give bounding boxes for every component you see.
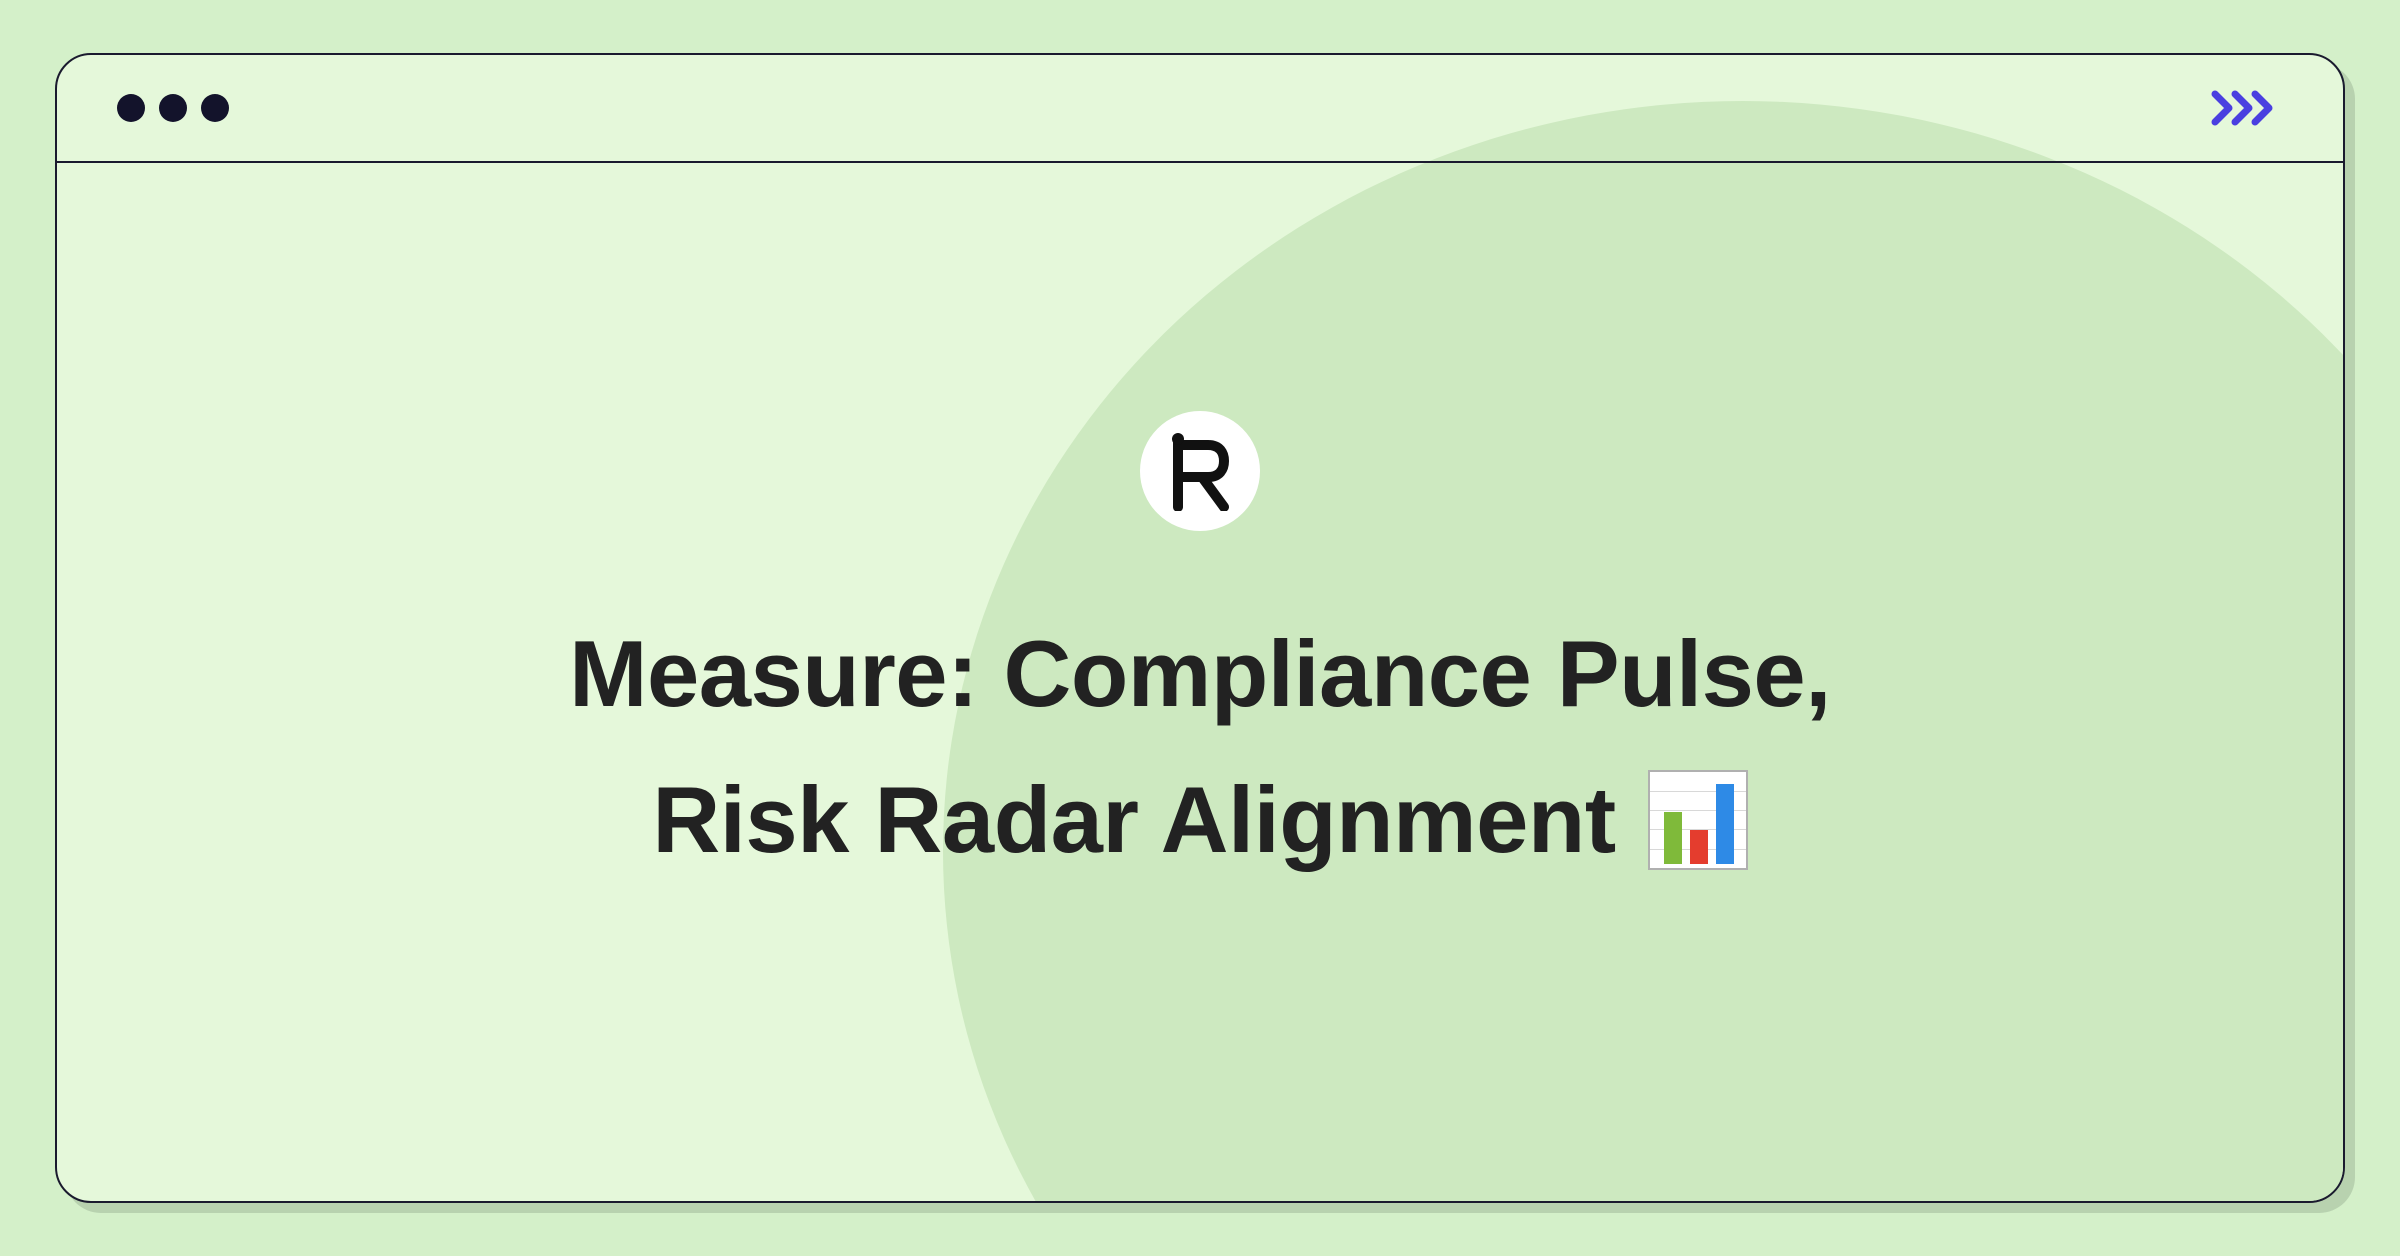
app-window: Measure: Compliance Pulse, Risk Radar Al… bbox=[55, 53, 2345, 1203]
window-control-dots[interactable] bbox=[117, 94, 229, 122]
chart-bar-blue bbox=[1716, 784, 1734, 864]
headline-line-2-text: Risk Radar Alignment bbox=[652, 747, 1615, 893]
forward-chevrons-icon[interactable] bbox=[2211, 88, 2283, 128]
window-dot[interactable] bbox=[201, 94, 229, 122]
headline-line-2: Risk Radar Alignment bbox=[652, 747, 1747, 893]
r-logo-icon bbox=[1168, 431, 1232, 511]
chart-bar-red bbox=[1690, 830, 1708, 864]
window-dot[interactable] bbox=[117, 94, 145, 122]
chart-bar-green bbox=[1664, 812, 1682, 864]
bar-chart-icon bbox=[1648, 770, 1748, 870]
window-dot[interactable] bbox=[159, 94, 187, 122]
page-title: Measure: Compliance Pulse, Risk Radar Al… bbox=[569, 601, 1831, 892]
headline-line-1: Measure: Compliance Pulse, bbox=[569, 601, 1831, 747]
brand-logo bbox=[1140, 411, 1260, 531]
content-area: Measure: Compliance Pulse, Risk Radar Al… bbox=[57, 163, 2343, 1201]
window-titlebar bbox=[57, 55, 2343, 163]
